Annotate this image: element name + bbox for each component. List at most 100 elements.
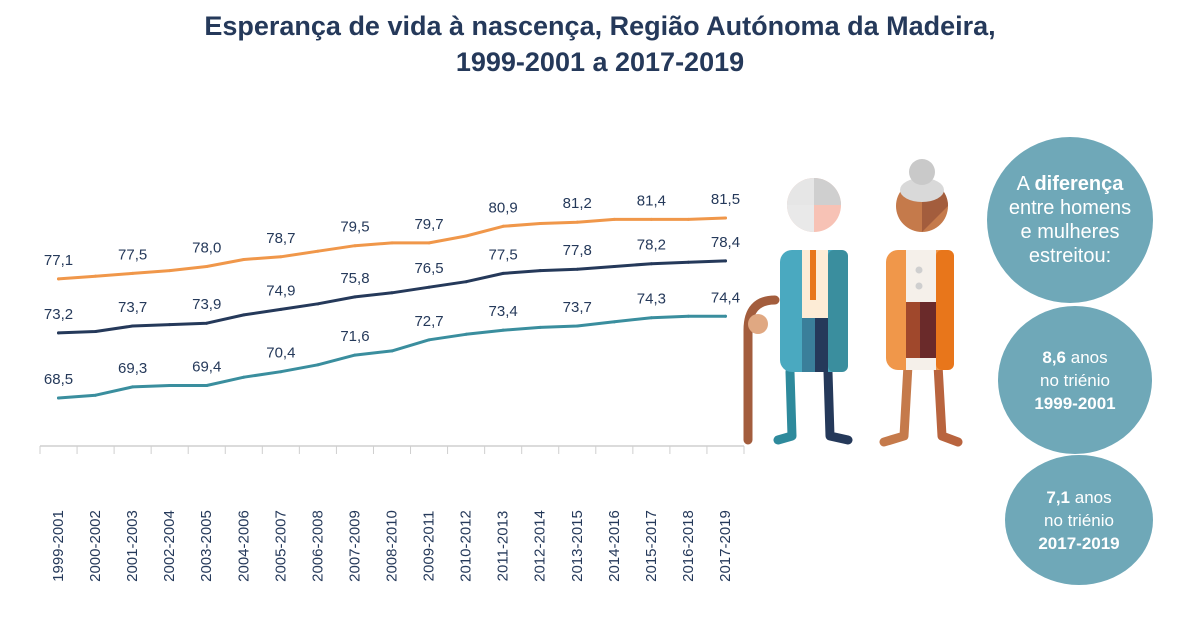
data-point-men [427, 338, 431, 342]
data-point-total [57, 331, 61, 335]
data-label-women: 81,2 [563, 195, 592, 212]
gap-1999-2001-period-label: no triénio [1040, 370, 1110, 390]
data-label-women: 79,5 [340, 219, 369, 236]
x-tick-label: 2010-2012 [458, 510, 475, 582]
x-tick-label: 2003-2005 [198, 510, 215, 582]
data-label-total: 78,2 [637, 237, 666, 254]
data-point-women [57, 277, 61, 281]
data-point-total [94, 330, 98, 334]
x-tick-label: 2007-2009 [346, 510, 363, 582]
data-label-women: 81,5 [711, 191, 740, 208]
data-point-men [205, 384, 209, 388]
data-point-total [575, 267, 579, 271]
x-tick-label: 2012-2014 [532, 510, 549, 582]
data-point-men [538, 325, 542, 329]
x-tick-label: 2006-2008 [309, 510, 326, 582]
data-point-women [168, 269, 172, 273]
data-label-men: 72,7 [414, 313, 443, 330]
data-point-men [279, 370, 283, 374]
series-line-women [57, 216, 727, 281]
data-point-men [94, 393, 98, 397]
data-point-women [464, 234, 468, 238]
data-point-women [612, 217, 616, 221]
gap-2017-2019-period: 2017-2019 [1038, 533, 1120, 553]
x-tick-label: 2014-2016 [606, 510, 623, 582]
data-label-men: 69,4 [192, 359, 221, 376]
data-label-men: 74,3 [637, 291, 666, 308]
data-label-total: 73,9 [192, 296, 221, 313]
data-point-women [723, 216, 727, 220]
data-point-total [205, 321, 209, 325]
data-label-total: 75,8 [340, 270, 369, 287]
data-point-total [131, 324, 135, 328]
data-point-women [686, 217, 690, 221]
data-label-men: 69,3 [118, 360, 147, 377]
data-label-total: 73,2 [44, 306, 73, 323]
x-tick-label: 2016-2018 [680, 510, 697, 582]
data-point-total [279, 307, 283, 311]
x-tick-label: 1999-2001 [50, 510, 67, 582]
data-label-total: 78,4 [711, 234, 740, 251]
gap-2017-2019-circle: 7,1 anos no triénio 2017-2019 [1005, 455, 1153, 585]
data-point-women [353, 244, 357, 248]
gap-1999-2001-circle: 8,6 anos no triénio 1999-2001 [998, 306, 1152, 454]
gap-2017-2019-unit: anos [1074, 487, 1112, 507]
data-label-women: 77,5 [118, 246, 147, 263]
x-tick-label: 2004-2006 [235, 510, 252, 582]
data-label-total: 73,7 [118, 299, 147, 316]
difference-text-pre: A [1016, 173, 1029, 195]
gap-1999-2001-period: 1999-2001 [1034, 393, 1116, 413]
gap-1999-2001-unit: anos [1070, 347, 1108, 367]
x-tick-label: 2015-2017 [643, 510, 660, 582]
data-point-men [686, 314, 690, 318]
x-tick-label: 2005-2007 [272, 510, 289, 582]
x-tick-label: 2009-2011 [421, 511, 438, 582]
data-label-women: 81,4 [637, 192, 666, 209]
data-label-men: 70,4 [266, 345, 295, 362]
data-point-women [205, 264, 209, 268]
data-point-men [131, 385, 135, 389]
data-point-men [168, 384, 172, 388]
x-tick-label: 2011-2013 [495, 511, 512, 582]
data-point-total [464, 280, 468, 284]
data-point-total [686, 260, 690, 264]
data-point-women [649, 217, 653, 221]
data-label-men: 73,4 [489, 303, 518, 320]
data-point-total [353, 295, 357, 299]
data-point-women [242, 258, 246, 262]
data-label-women: 78,0 [192, 239, 221, 256]
data-point-men [242, 375, 246, 379]
data-point-men [353, 353, 357, 357]
data-label-total: 74,9 [266, 282, 295, 299]
series-line-men [57, 314, 727, 400]
data-point-men [723, 314, 727, 318]
data-label-total: 76,5 [414, 260, 443, 277]
data-label-men: 71,6 [340, 328, 369, 345]
data-point-women [427, 241, 431, 245]
x-tick-label: 2008-2010 [384, 510, 401, 582]
data-point-total [538, 269, 542, 273]
gap-1999-2001-value: 8,6 [1042, 347, 1067, 367]
gap-2017-2019-period-label: no triénio [1044, 510, 1114, 530]
data-point-total [427, 285, 431, 289]
chart-title-line-1: Esperança de vida à nascença, Região Aut… [204, 11, 996, 41]
data-point-men [501, 328, 505, 332]
difference-text-rest: entre homens e mulheres estreitou: [1008, 197, 1132, 267]
data-point-total [612, 264, 616, 268]
elderly-woman-icon [879, 159, 963, 447]
data-label-men: 74,4 [711, 289, 740, 306]
chart-title-line-2: 1999-2001 a 2017-2019 [455, 47, 745, 77]
data-point-men [649, 316, 653, 320]
data-point-total [168, 323, 172, 327]
data-label-women: 78,7 [266, 230, 295, 247]
x-tick-label: 2013-2015 [569, 510, 586, 582]
data-point-men [464, 332, 468, 336]
data-point-men [57, 396, 61, 400]
x-tick-label: 2017-2019 [717, 510, 734, 582]
data-point-women [538, 222, 542, 226]
data-label-men: 73,7 [563, 299, 592, 316]
data-point-men [575, 324, 579, 328]
data-label-total: 77,8 [563, 242, 592, 259]
data-point-women [501, 224, 505, 228]
